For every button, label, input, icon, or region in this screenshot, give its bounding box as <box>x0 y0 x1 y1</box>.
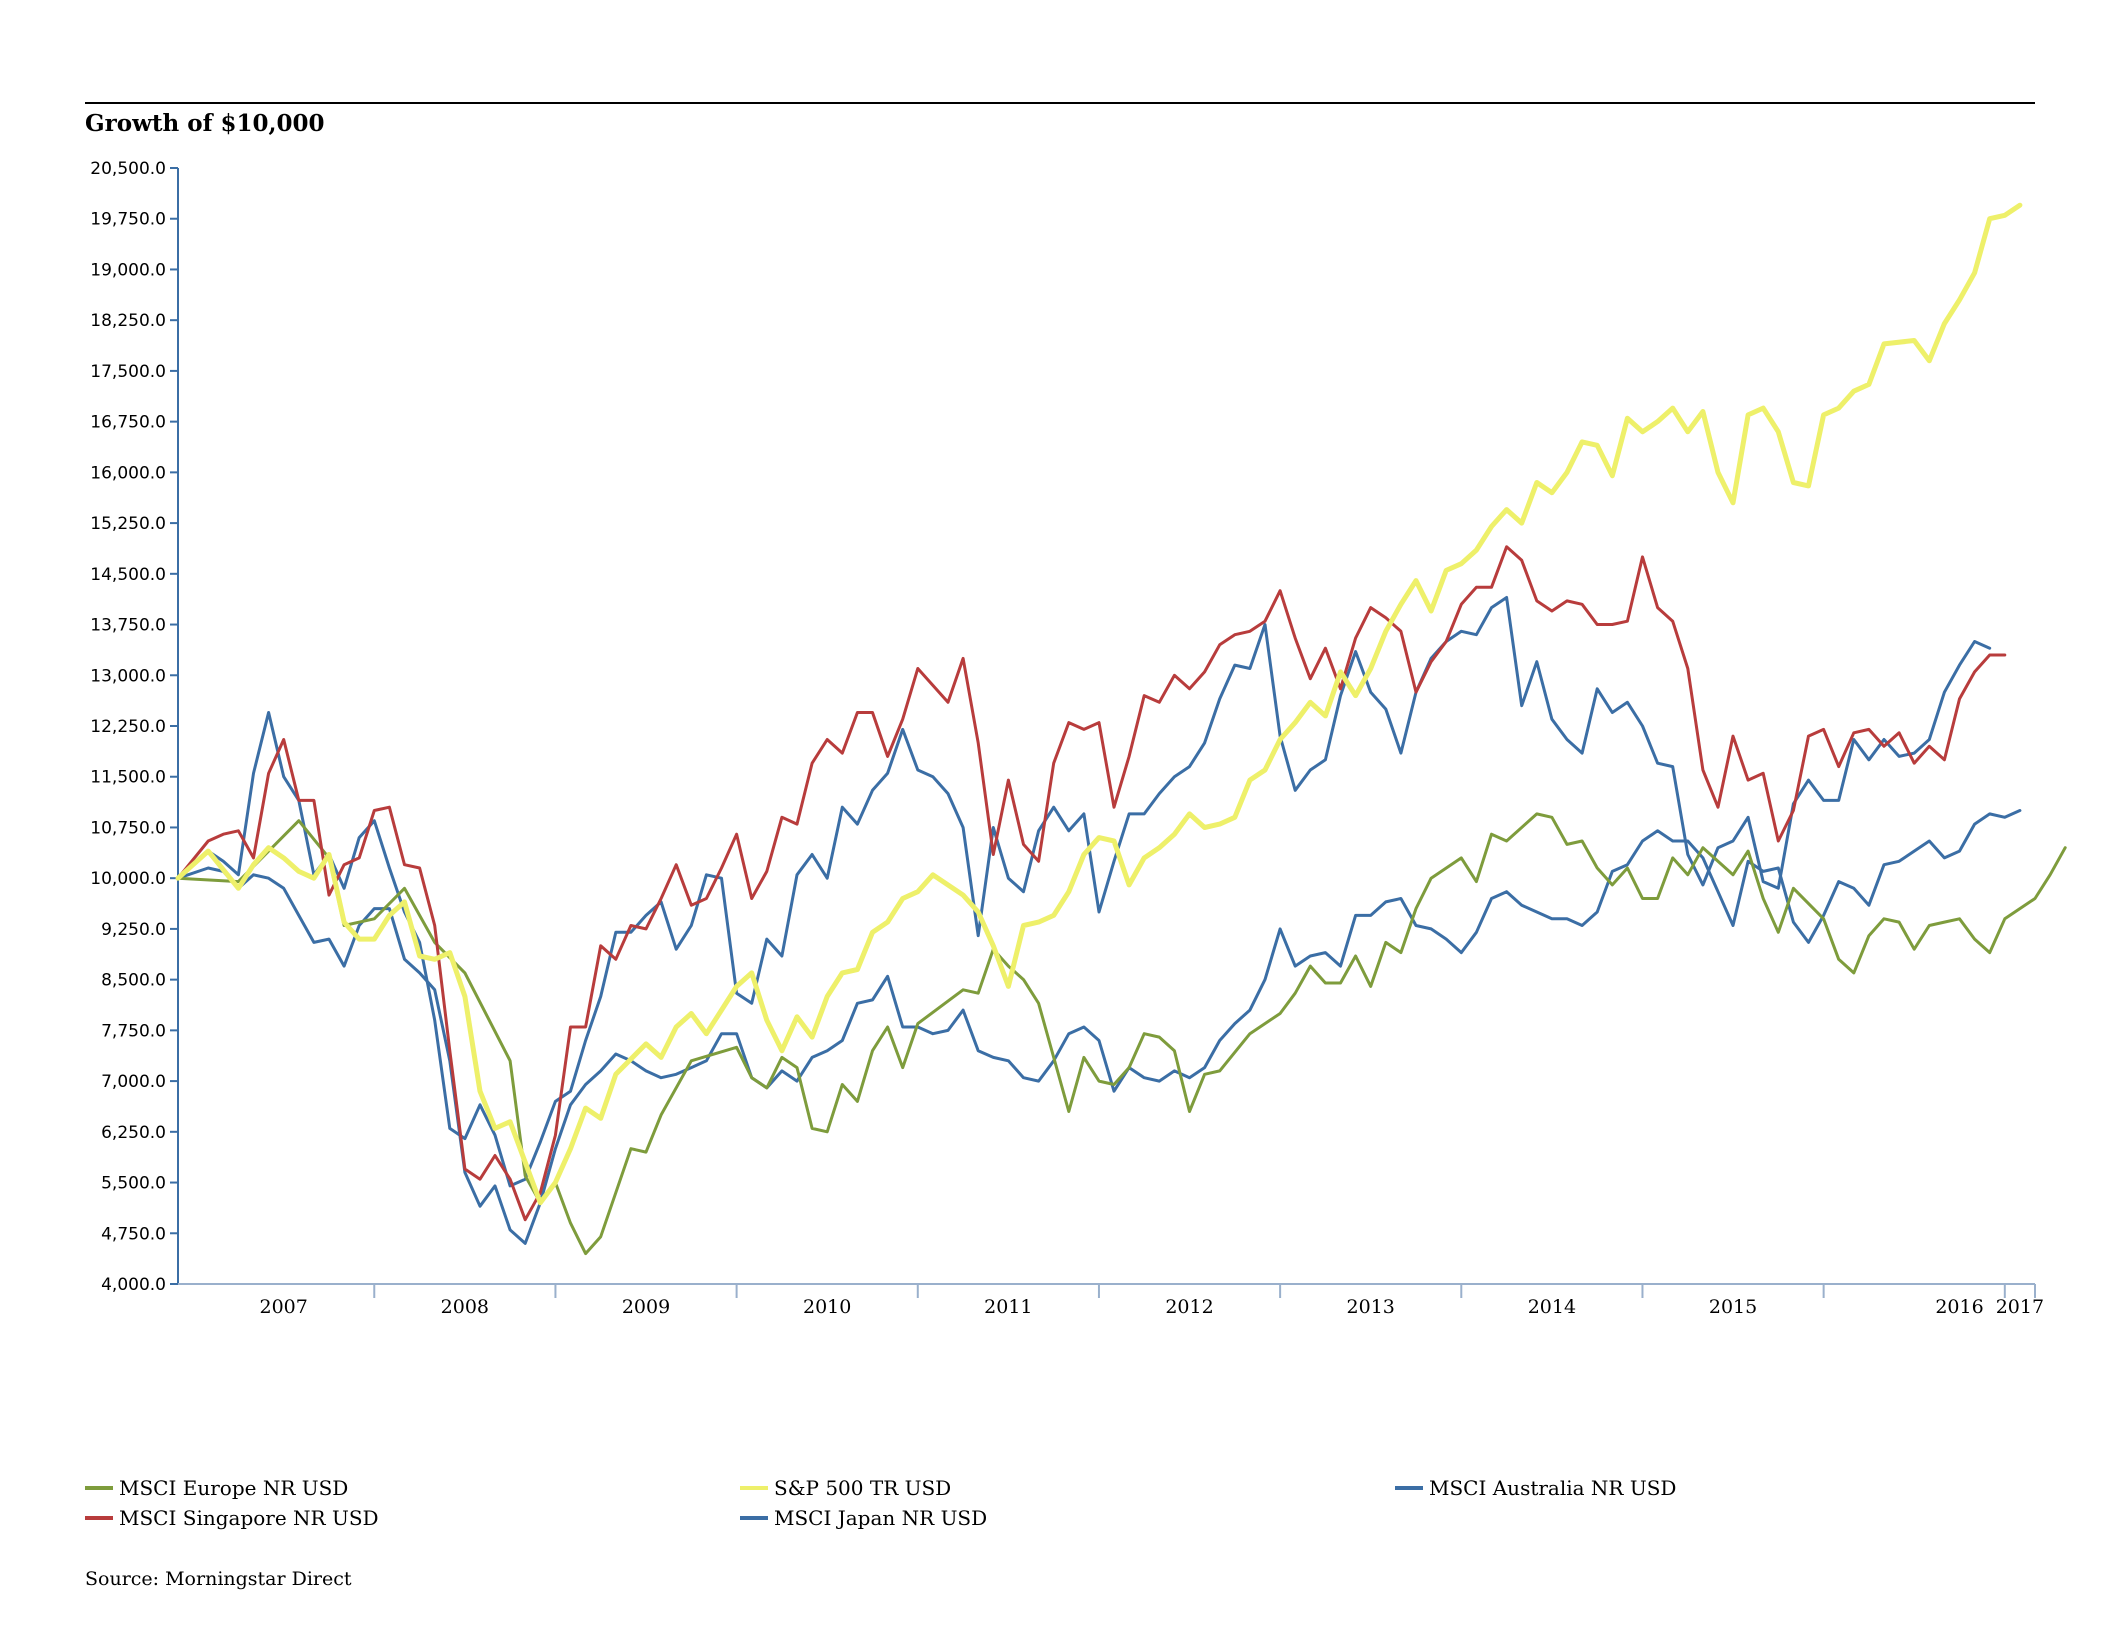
y-tick-label: 16,000.0 <box>90 463 166 483</box>
y-tick-label: 15,250.0 <box>90 514 166 534</box>
y-tick-label: 8,500.0 <box>101 971 166 991</box>
series-lines <box>175 202 2067 1256</box>
legend-swatch <box>85 1516 113 1520</box>
x-tick-label: 2010 <box>803 1296 851 1318</box>
y-tick-label: 12,250.0 <box>90 717 166 737</box>
y-tick-label: 11,500.0 <box>90 768 166 788</box>
legend-item-sp500: S&P 500 TR USD <box>740 1476 951 1500</box>
x-tick-label: 2011 <box>984 1296 1032 1318</box>
x-tick-label: 2015 <box>1709 1296 1757 1318</box>
series-line-s-p-500-tr-usd <box>175 202 2023 1206</box>
legend-swatch <box>740 1516 768 1520</box>
x-tick-label: 2014 <box>1528 1296 1576 1318</box>
legend-label: MSCI Singapore NR USD <box>119 1506 379 1530</box>
y-tick-label: 17,500.0 <box>90 362 166 382</box>
legend-label: MSCI Europe NR USD <box>119 1476 349 1500</box>
x-tick-label: 2007 <box>260 1296 308 1318</box>
source-note: Source: Morningstar Direct <box>85 1568 352 1590</box>
legend-swatch <box>1395 1486 1423 1490</box>
legend-swatch <box>85 1486 113 1490</box>
y-tick-label: 10,750.0 <box>90 818 166 838</box>
x-tick-label: 2008 <box>441 1296 489 1318</box>
y-tick-label: 5,500.0 <box>101 1174 166 1194</box>
y-tick-label: 10,000.0 <box>90 869 166 889</box>
y-tick-label: 7,000.0 <box>101 1072 166 1092</box>
legend-item-europe: MSCI Europe NR USD <box>85 1476 348 1500</box>
x-tick-label: 2009 <box>622 1296 670 1318</box>
legend-label: MSCI Japan NR USD <box>774 1506 988 1530</box>
legend-swatch <box>740 1486 768 1490</box>
y-tick-label: 7,750.0 <box>101 1021 166 1041</box>
y-tick-label: 4,750.0 <box>101 1224 166 1244</box>
legend-item-japan: MSCI Japan NR USD <box>740 1506 987 1530</box>
x-tick-label: 2017 <box>1996 1296 2044 1318</box>
series-line-msci-europe-nr-usd <box>176 812 2067 1256</box>
x-tick-label: 2012 <box>1165 1296 1213 1318</box>
legend-item-australia: MSCI Australia NR USD <box>1395 1476 1676 1500</box>
y-tick-label: 19,750.0 <box>90 210 166 230</box>
y-tick-label: 9,250.0 <box>101 920 166 940</box>
top-rule <box>85 102 2035 104</box>
series-line-msci-japan-nr-usd <box>176 596 1992 1188</box>
y-tick-label: 4,000.0 <box>101 1275 166 1295</box>
axes: 20,500.0 19,750.0 19,000.0 18,250.0 17,500.0… <box>90 159 2044 1318</box>
series-line-msci-australia-nr-usd <box>176 809 2022 1245</box>
series-line-msci-singapore-nr-usd <box>176 545 2007 1222</box>
legend-label: MSCI Australia NR USD <box>1429 1476 1677 1500</box>
y-tick-label: 20,500.0 <box>90 159 166 179</box>
y-tick-label: 18,250.0 <box>90 311 166 331</box>
y-tick-label: 6,250.0 <box>101 1123 166 1143</box>
legend-label: S&P 500 TR USD <box>774 1476 952 1500</box>
legend-item-singapore: MSCI Singapore NR USD <box>85 1506 379 1530</box>
x-tick-label: 2013 <box>1347 1296 1395 1318</box>
y-tick-label: 19,000.0 <box>90 260 166 280</box>
y-tick-label: 16,750.0 <box>90 413 166 433</box>
y-tick-label: 13,750.0 <box>90 616 166 636</box>
x-tick-label: 2016 <box>1935 1296 1983 1318</box>
chart-title: Growth of $10,000 <box>85 110 325 137</box>
y-tick-label: 13,000.0 <box>90 666 166 686</box>
y-tick-label: 14,500.0 <box>90 565 166 585</box>
